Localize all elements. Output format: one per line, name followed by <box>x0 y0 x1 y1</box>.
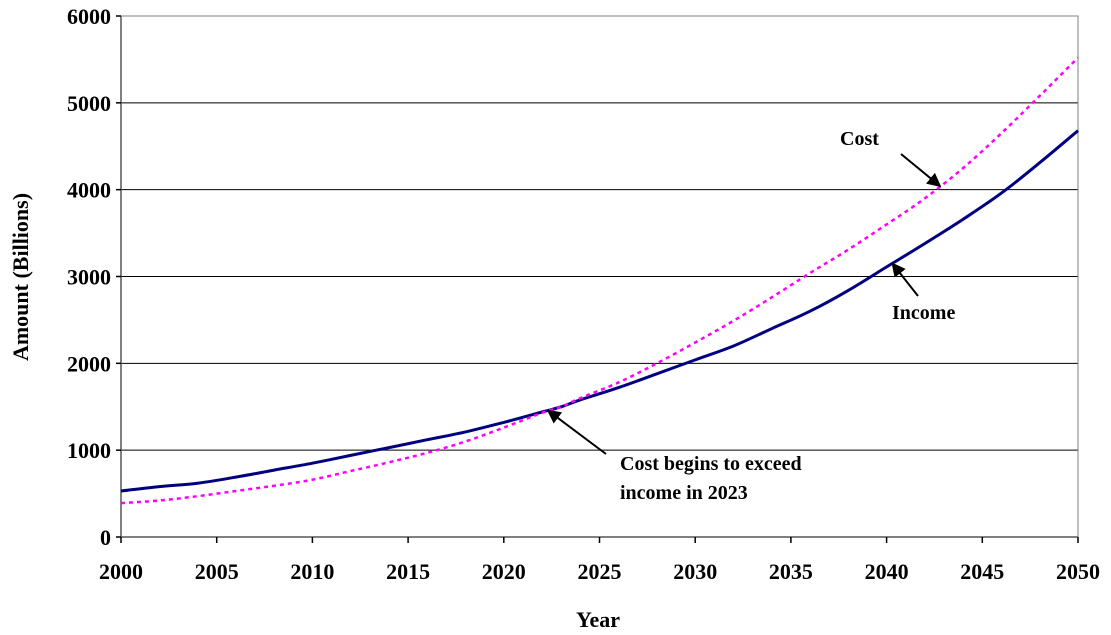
income-annotation-label: Income <box>892 302 955 324</box>
x-tick-label: 2025 <box>578 559 622 584</box>
cost-series-line <box>120 56 1079 505</box>
y-tick-label: 6000 <box>67 4 111 29</box>
x-tick-label: 2040 <box>865 559 909 584</box>
series-lines <box>120 56 1079 505</box>
x-tick-label: 2030 <box>673 559 717 584</box>
gridlines <box>120 15 1078 538</box>
y-tick-label: 2000 <box>67 351 111 376</box>
cost-annotation-label: Cost <box>840 128 879 150</box>
y-tick-label: 3000 <box>67 265 111 290</box>
income-annotation-arrow <box>891 262 919 297</box>
x-tick-label: 2015 <box>386 559 430 584</box>
crossover-annotation-line-2: income in 2023 <box>620 482 748 504</box>
x-tick-label: 2035 <box>769 559 813 584</box>
x-axis-ticks: 2000 2005 2010 2015 2020 2025 2030 2035 2040 2045… <box>99 537 1100 584</box>
crossover-annotation-label: Cost begins to exceed income in 2023 <box>620 453 807 504</box>
x-tick-label: 2010 <box>290 559 334 584</box>
x-tick-label: 2050 <box>1056 559 1100 584</box>
x-tick-label: 2020 <box>482 559 526 584</box>
x-tick-label: 2000 <box>99 559 143 584</box>
y-axis-title: Amount (Billions) <box>8 193 33 361</box>
income-series-line <box>120 129 1079 493</box>
x-axis-title: Year <box>576 607 620 632</box>
y-tick-label: 4000 <box>67 178 111 203</box>
y-axis-ticks: 0 1000 2000 3000 4000 5000 6000 <box>67 4 121 550</box>
crossover-annotation-line-1: Cost begins to exceed <box>620 453 802 475</box>
y-tick-label: 1000 <box>67 438 111 463</box>
crossover-annotation-arrow <box>546 409 607 455</box>
x-tick-label: 2045 <box>960 559 1004 584</box>
y-tick-label: 0 <box>100 525 111 550</box>
cost-annotation-arrow <box>900 153 942 188</box>
x-tick-label: 2005 <box>195 559 239 584</box>
y-tick-label: 5000 <box>67 91 111 116</box>
